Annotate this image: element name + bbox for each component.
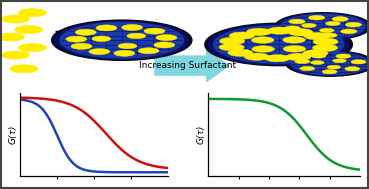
- Circle shape: [144, 28, 165, 34]
- Circle shape: [286, 51, 369, 76]
- Circle shape: [220, 37, 245, 45]
- Circle shape: [289, 19, 305, 24]
- Circle shape: [313, 38, 338, 45]
- Circle shape: [92, 36, 111, 41]
- Circle shape: [156, 35, 177, 41]
- Circle shape: [288, 29, 313, 36]
- Circle shape: [154, 42, 175, 48]
- Circle shape: [127, 33, 146, 39]
- Circle shape: [275, 13, 369, 40]
- Circle shape: [219, 44, 244, 51]
- Circle shape: [0, 33, 24, 41]
- Circle shape: [345, 22, 362, 27]
- Circle shape: [15, 26, 43, 34]
- Circle shape: [311, 61, 324, 64]
- Circle shape: [1, 51, 30, 59]
- Circle shape: [277, 13, 368, 40]
- Y-axis label: G(τ): G(τ): [197, 125, 206, 144]
- Circle shape: [208, 24, 349, 65]
- Circle shape: [291, 52, 369, 75]
- Circle shape: [18, 44, 46, 52]
- Text: Increasing Surfactant: Increasing Surfactant: [139, 61, 236, 70]
- Circle shape: [244, 53, 269, 60]
- Circle shape: [75, 29, 96, 35]
- Circle shape: [251, 37, 274, 43]
- Circle shape: [60, 22, 183, 58]
- Circle shape: [114, 50, 135, 56]
- Circle shape: [341, 29, 357, 34]
- Circle shape: [336, 54, 351, 58]
- Circle shape: [10, 65, 38, 73]
- Circle shape: [281, 14, 365, 39]
- Circle shape: [205, 23, 352, 66]
- Circle shape: [214, 26, 344, 63]
- Circle shape: [284, 26, 300, 31]
- Circle shape: [311, 54, 326, 58]
- Circle shape: [345, 67, 360, 71]
- Circle shape: [229, 32, 254, 39]
- Circle shape: [320, 28, 334, 33]
- Circle shape: [283, 46, 306, 52]
- Circle shape: [301, 23, 316, 28]
- Circle shape: [308, 15, 325, 20]
- Circle shape: [288, 51, 369, 76]
- Circle shape: [89, 49, 110, 55]
- Circle shape: [297, 32, 314, 36]
- Circle shape: [66, 36, 87, 42]
- Circle shape: [325, 21, 340, 26]
- Circle shape: [351, 60, 366, 64]
- Circle shape: [286, 53, 311, 61]
- Circle shape: [322, 70, 337, 74]
- Circle shape: [55, 21, 189, 59]
- Circle shape: [52, 20, 192, 60]
- Circle shape: [118, 43, 137, 49]
- FancyArrow shape: [155, 50, 229, 81]
- Circle shape: [295, 59, 310, 64]
- Circle shape: [303, 50, 328, 57]
- Circle shape: [71, 43, 92, 49]
- Circle shape: [321, 33, 337, 38]
- Circle shape: [1, 15, 30, 23]
- Y-axis label: G(τ): G(τ): [8, 125, 17, 144]
- Circle shape: [138, 48, 159, 54]
- Circle shape: [283, 37, 305, 43]
- Circle shape: [228, 49, 253, 56]
- Circle shape: [121, 24, 142, 30]
- Circle shape: [18, 9, 46, 17]
- Circle shape: [300, 66, 315, 71]
- Circle shape: [333, 59, 346, 63]
- Circle shape: [267, 27, 292, 34]
- Circle shape: [265, 55, 290, 62]
- Circle shape: [246, 28, 271, 36]
- Circle shape: [96, 25, 117, 31]
- Circle shape: [332, 17, 348, 21]
- Circle shape: [313, 44, 338, 51]
- Circle shape: [304, 33, 330, 40]
- Circle shape: [327, 65, 341, 69]
- Circle shape: [252, 46, 275, 52]
